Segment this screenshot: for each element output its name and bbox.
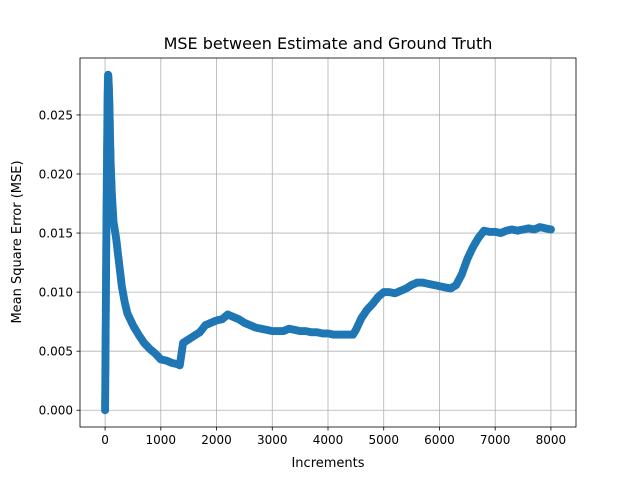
y-tick-label: 0.025 <box>39 108 73 122</box>
x-tick-label: 8000 <box>536 433 567 447</box>
series-layer <box>101 70 555 415</box>
x-tick-label: 6000 <box>424 433 455 447</box>
x-tick-label: 1000 <box>146 433 177 447</box>
data-point <box>546 225 555 234</box>
tick-layer: 0 1000 2000 3000 4000 5000 6000 7000 8000 0.000 0.… <box>39 108 567 447</box>
x-tick-label: 5000 <box>368 433 399 447</box>
y-tick-label: 0.015 <box>39 227 73 241</box>
x-tick-label: 3000 <box>257 433 288 447</box>
y-axis-label: Mean Square Error (MSE) <box>10 160 25 323</box>
x-axis-label: Increments <box>291 456 364 471</box>
y-tick-label: 0.010 <box>39 286 73 300</box>
chart-title: MSE between Estimate and Ground Truth <box>164 34 493 53</box>
x-tick-label: 4000 <box>313 433 344 447</box>
x-tick-label: 0 <box>101 433 109 447</box>
y-tick-label: 0.020 <box>39 167 73 181</box>
x-tick-label: 7000 <box>480 433 511 447</box>
y-tick-label: 0.005 <box>39 345 73 359</box>
y-tick-label: 0.000 <box>39 404 73 418</box>
x-tick-label: 2000 <box>201 433 232 447</box>
